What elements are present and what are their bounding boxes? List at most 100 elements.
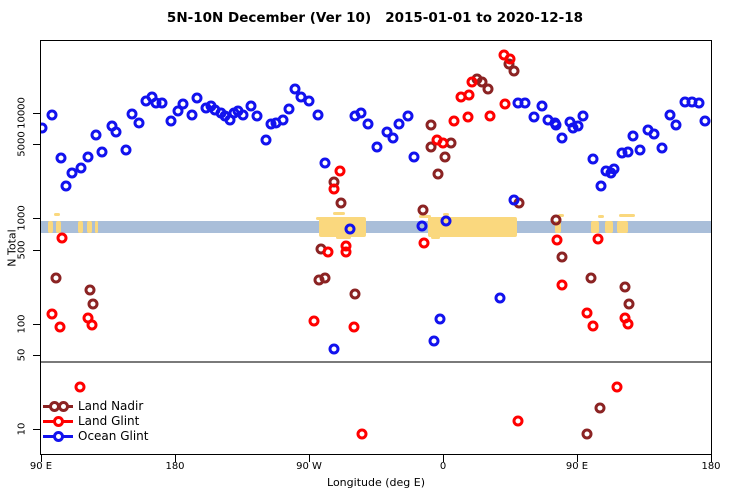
x-tick-label: 90 E — [29, 461, 53, 472]
data-point — [120, 144, 132, 156]
legend-circle — [58, 401, 69, 412]
map-coast-dash — [332, 212, 345, 215]
legend-label: Land Glint — [78, 414, 140, 428]
data-point — [165, 115, 177, 127]
y-axis-label: N Total — [5, 229, 19, 267]
data-point — [627, 130, 639, 142]
data-point — [355, 107, 367, 119]
data-point — [90, 129, 102, 141]
map-coast-dash — [443, 213, 449, 216]
data-point — [550, 214, 562, 226]
data-point — [622, 318, 634, 330]
legend-item-ocean-glint: Ocean Glint — [43, 429, 148, 444]
x-tick-label: 90 W — [296, 461, 322, 472]
data-point — [328, 343, 340, 355]
data-point — [87, 298, 99, 309]
data-point — [551, 234, 563, 246]
x-tick-mark — [577, 455, 578, 462]
x-tick-mark — [443, 455, 444, 462]
data-point — [289, 83, 301, 95]
data-point — [191, 92, 203, 104]
x-tick-label: 90 E — [565, 461, 589, 472]
data-point — [381, 126, 393, 138]
data-point — [75, 162, 87, 174]
data-point — [550, 119, 562, 131]
data-point — [556, 132, 568, 144]
data-point — [96, 146, 108, 158]
data-point — [466, 76, 478, 88]
data-point — [585, 272, 597, 284]
data-point — [664, 109, 676, 121]
legend-circle — [53, 416, 64, 427]
data-point — [322, 246, 334, 258]
plot-area: Land Nadir Land Glint Ocean Glint — [40, 40, 712, 455]
data-point — [499, 98, 511, 110]
x-tick-label: 0 — [439, 461, 447, 472]
data-point — [260, 134, 272, 146]
map-land-segment — [87, 221, 92, 233]
data-point — [594, 402, 606, 414]
map-land-segment — [78, 221, 83, 233]
data-point — [587, 320, 599, 332]
data-point — [308, 315, 320, 327]
data-point — [656, 142, 668, 154]
legend: Land Nadir Land Glint Ocean Glint — [43, 399, 148, 444]
legend-label: Ocean Glint — [78, 429, 149, 443]
data-point — [133, 117, 145, 129]
legend-item-land-nadir: Land Nadir — [43, 399, 148, 414]
data-point — [693, 97, 705, 109]
map-coast-dash — [463, 233, 475, 236]
data-point — [448, 115, 460, 127]
y-tick-label: 10 — [16, 422, 28, 436]
data-point — [634, 144, 646, 156]
data-point — [556, 251, 568, 263]
data-point — [577, 110, 589, 122]
data-point — [434, 313, 446, 325]
x-tick-label: 180 — [701, 461, 721, 472]
data-point — [581, 307, 593, 319]
data-point — [519, 97, 531, 109]
data-point — [462, 111, 474, 123]
map-coast-dash — [316, 217, 323, 220]
legend-marker-icon — [43, 400, 73, 413]
x-tick-mark — [41, 455, 42, 462]
map-ocean-band — [41, 221, 711, 233]
data-point — [177, 98, 189, 110]
map-coast-dash — [419, 215, 432, 218]
data-point — [56, 232, 68, 244]
data-point — [60, 180, 72, 192]
data-point — [356, 428, 368, 440]
y-tick-label: 1000 — [16, 205, 28, 231]
y-tick-label: 50 — [16, 348, 28, 362]
data-point — [416, 220, 428, 232]
data-point — [556, 279, 568, 291]
data-point — [699, 115, 711, 127]
map-land-segment — [319, 217, 367, 237]
y-tick-mark — [33, 323, 40, 325]
data-point — [245, 100, 257, 112]
data-point — [408, 151, 420, 163]
x-axis-label: Longitude (deg E) — [327, 476, 425, 489]
data-point — [349, 288, 361, 300]
data-point — [86, 319, 98, 331]
data-point — [84, 284, 96, 296]
data-point — [344, 223, 356, 235]
data-point — [455, 91, 467, 103]
data-point — [283, 103, 295, 115]
y-tick-mark — [33, 429, 40, 431]
map-land-segment — [555, 221, 562, 233]
y-tick-mark — [33, 144, 40, 146]
data-point — [418, 237, 430, 249]
map-coast-dash — [618, 214, 636, 217]
legend-item-land-glint: Land Glint — [43, 414, 148, 429]
data-point — [387, 132, 399, 144]
data-point — [55, 152, 67, 164]
data-point — [319, 157, 331, 169]
data-point — [74, 381, 86, 393]
y-tick-mark — [33, 249, 40, 251]
map-land-segment — [617, 221, 628, 233]
map-coast-dash — [597, 215, 604, 218]
map-coast-dash — [431, 236, 440, 239]
data-point — [581, 428, 593, 440]
data-point — [126, 108, 138, 120]
